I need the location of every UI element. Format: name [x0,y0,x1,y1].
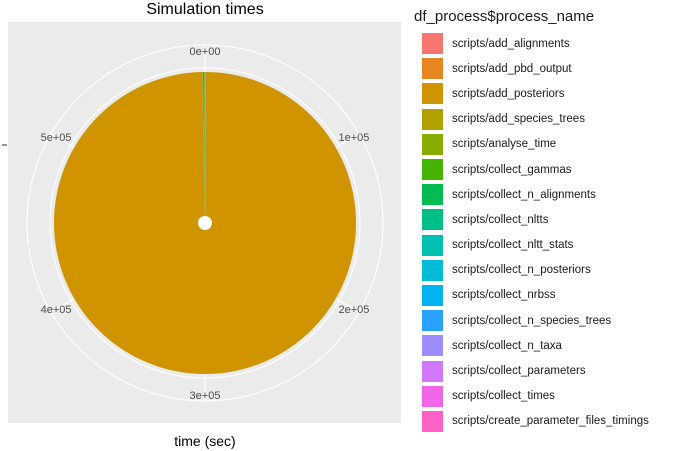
legend-swatch [422,184,443,206]
legend-swatch [422,360,443,382]
pie-slice-1 [205,72,207,223]
legend-label: scripts/collect_parameters [452,365,586,378]
pie-slice-4 [202,72,205,223]
legend-label: scripts/create_parameter_files_timings [452,415,649,428]
legend-item: scripts/collect_n_taxa [414,333,649,358]
legend-swatch [422,234,443,256]
tick-label-4: 4e+05 [41,304,72,316]
legend-label: scripts/analyse_time [452,138,557,151]
legend-label: scripts/collect_n_alignments [452,188,596,201]
legend-swatch [422,83,443,105]
legend-item: scripts/collect_times [414,384,649,409]
legend-item: scripts/collect_nltts [414,207,649,232]
legend-label: scripts/collect_times [452,390,555,403]
legend-label: scripts/add_pbd_output [452,62,572,75]
legend-label: scripts/collect_nrbss [452,289,556,302]
legend-label: scripts/add_posteriors [452,87,565,100]
legend-item: scripts/add_alignments [414,31,649,56]
legend-swatch [422,133,443,155]
x-axis-label: time (sec) [174,433,235,449]
legend-swatch [422,410,443,432]
tick-label-3: 3e+05 [190,390,221,402]
legend-item: scripts/collect_n_alignments [414,182,649,207]
legend-label: scripts/collect_nltt_stats [452,239,574,252]
pie-slice-0 [205,72,206,223]
pie-slice-5 [202,72,205,223]
legend-swatch [422,259,443,281]
legend-item: scripts/add_pbd_output [414,56,649,81]
legend-swatch [422,284,443,306]
legend-item: scripts/collect_nrbss [414,283,649,308]
legend-item: scripts/analyse_time [414,132,649,157]
legend-swatch [422,209,443,231]
legend-label: scripts/collect_n_species_trees [452,314,612,327]
tick-label-0: 0e+00 [190,46,221,58]
legend: df_process$process_name scripts/add_alig… [414,8,649,434]
legend-item: scripts/collect_parameters [414,358,649,383]
legend-label: scripts/collect_nltts [452,213,549,226]
legend-item: scripts/collect_n_species_trees [414,308,649,333]
legend-label: scripts/collect_n_taxa [452,339,562,352]
legend-item: scripts/collect_n_posteriors [414,258,649,283]
legend-label: scripts/add_species_trees [452,113,585,126]
legend-item: scripts/create_parameter_files_timings [414,409,649,434]
legend-item: scripts/collect_nltt_stats [414,233,649,258]
pie-slice-3 [202,72,205,223]
legend-swatch [422,33,443,55]
tick-label-1: 1e+05 [339,132,370,144]
legend-swatch [422,108,443,130]
center-hole [198,216,212,230]
legend-swatch [422,335,443,357]
legend-item: scripts/add_species_trees [414,107,649,132]
chart-title: Simulation times [146,1,263,18]
pie-chart: Simulation times 0e+00 1e+05 2e+05 3e+05 4e+… [2,1,401,449]
tick-label-5: 5e+05 [41,132,72,144]
legend-label: scripts/add_alignments [452,37,570,50]
tick-labels: 0e+00 1e+05 2e+05 3e+05 4e+05 5e+05 [41,46,370,402]
legend-swatch [422,310,443,332]
legend-item: scripts/add_posteriors [414,81,649,106]
legend-swatch [422,159,443,181]
legend-swatch [422,385,443,407]
legend-title: df_process$process_name [414,8,595,25]
legend-items: scripts/add_alignments scripts/add_pbd_ou… [414,31,649,434]
legend-item: scripts/collect_gammas [414,157,649,182]
legend-label: scripts/collect_gammas [452,163,572,176]
tick-label-2: 2e+05 [339,304,370,316]
legend-label: scripts/collect_n_posteriors [452,264,591,277]
legend-swatch [422,58,443,80]
